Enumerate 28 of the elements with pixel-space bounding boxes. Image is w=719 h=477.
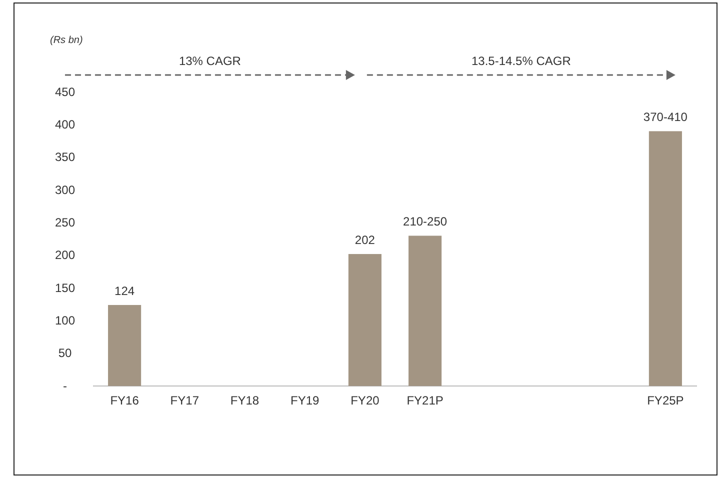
y-tick-label: 250 (54, 216, 76, 230)
y-tick-label: - (63, 378, 67, 393)
x-tick-label: FY19 (290, 394, 320, 408)
x-tick-label: FY18 (230, 394, 260, 408)
data-label: 210-250 (403, 214, 448, 229)
y-tick-label: 200 (54, 248, 76, 262)
y-tick-label: 350 (54, 150, 76, 164)
text: 13% CAGR (178, 54, 242, 68)
text: 13.5-14.5% CAGR (472, 54, 572, 68)
bar (348, 254, 382, 386)
y-tick-label: 400 (54, 118, 76, 132)
x-tick-label: FY25P (647, 394, 684, 408)
x-tick-label: FY17 (170, 394, 200, 408)
y-tick-label: 50 (58, 346, 72, 360)
data-label: 124 (114, 284, 135, 298)
y-tick-label: 150 (54, 280, 76, 295)
y-axis-title: (Rs bn) (50, 35, 83, 46)
bar (408, 236, 442, 386)
bar (648, 131, 682, 386)
x-tick-label: FY16 (110, 394, 140, 408)
y-tick-label: 100 (54, 314, 76, 328)
data-label: 370-410 (643, 110, 688, 124)
data-label: 202 (354, 233, 376, 248)
y-tick-label: 450 (54, 84, 76, 99)
x-tick-label: FY20 (350, 394, 380, 408)
y-tick-label: 300 (54, 182, 76, 197)
bar (108, 304, 142, 386)
x-tick-label: FY21P (406, 394, 444, 408)
